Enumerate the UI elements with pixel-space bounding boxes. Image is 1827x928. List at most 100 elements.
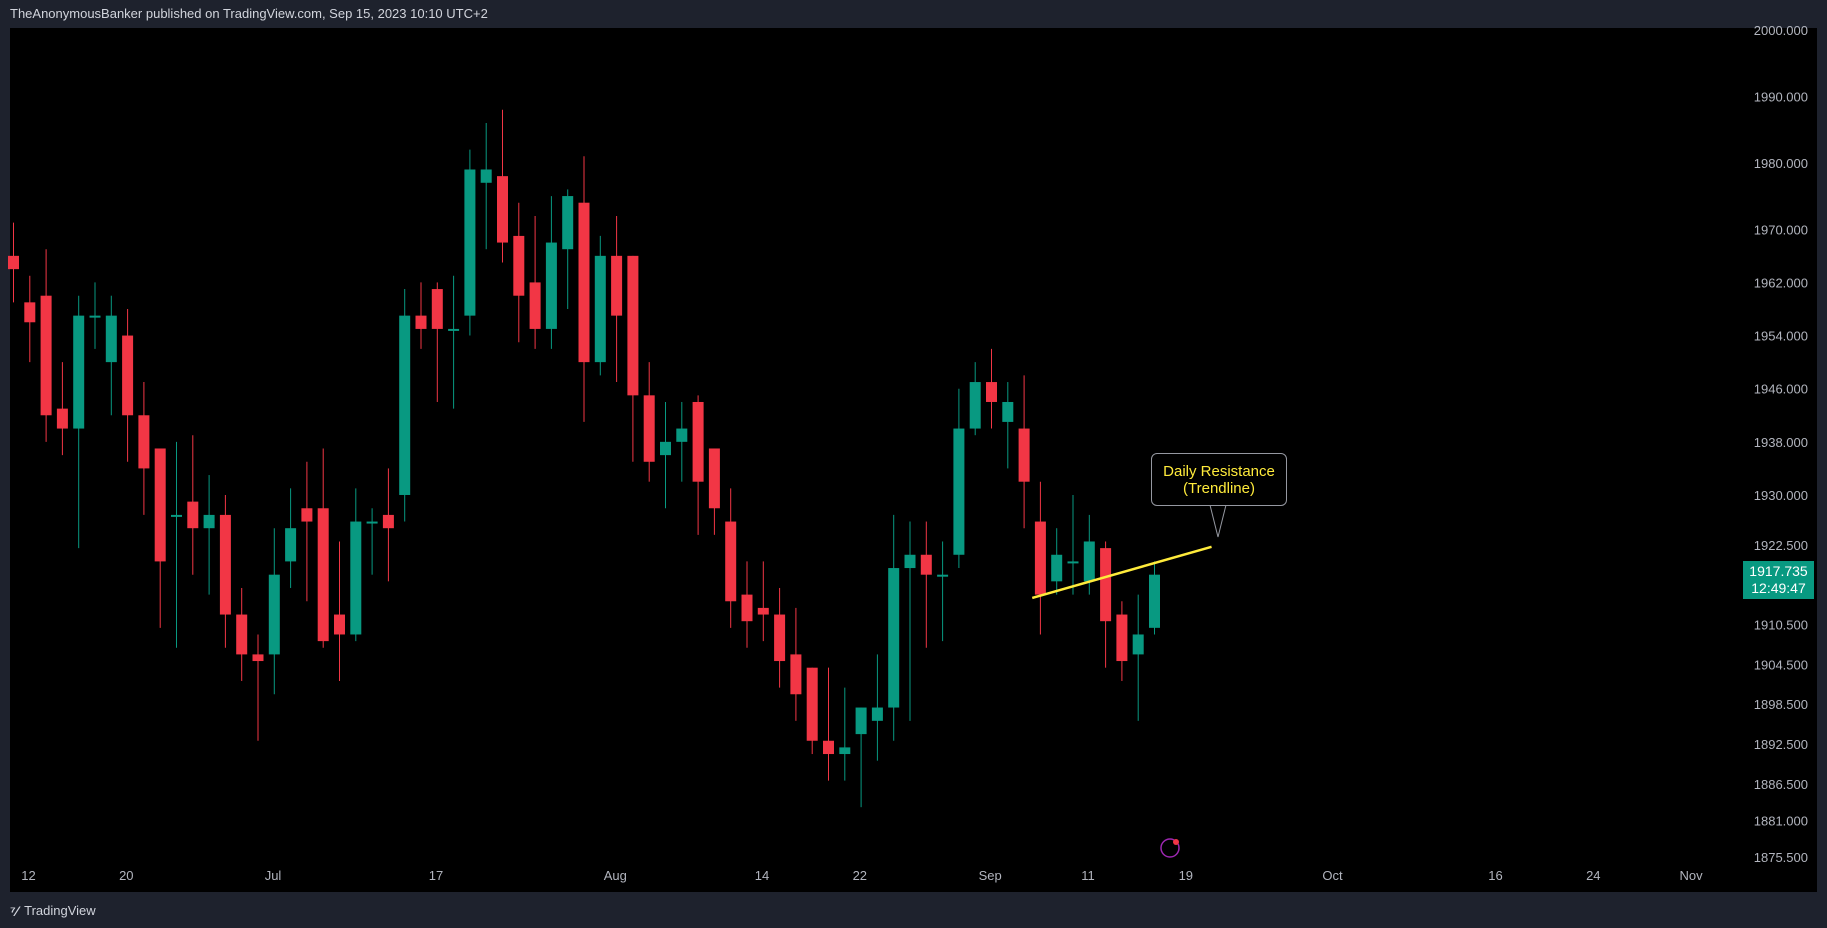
candle-body bbox=[513, 235, 525, 296]
candle-body bbox=[1149, 574, 1160, 628]
candle-body bbox=[594, 255, 606, 363]
candle-body bbox=[855, 707, 867, 735]
candle-body bbox=[382, 514, 394, 529]
candle-body bbox=[741, 594, 753, 622]
candle-body bbox=[122, 335, 134, 416]
publisher-header: TheAnonymousBanker published on TradingV… bbox=[0, 0, 1827, 28]
candle-body bbox=[24, 302, 36, 323]
y-tick-label: 1881.000 bbox=[1754, 813, 1808, 828]
candle-body bbox=[171, 514, 182, 517]
candle-body bbox=[725, 521, 737, 602]
footer-brand[interactable]: TradingView bbox=[24, 903, 96, 918]
candle-body bbox=[757, 607, 769, 615]
chart-frame[interactable] bbox=[10, 28, 1817, 892]
y-tick-label: 1898.500 bbox=[1754, 697, 1808, 712]
candle-body bbox=[871, 707, 883, 721]
candle-body bbox=[334, 614, 345, 635]
candle-body bbox=[366, 521, 378, 524]
notification-dot bbox=[1173, 839, 1179, 845]
tradingview-logo-icon[interactable]: ⁷⁄ bbox=[10, 902, 19, 919]
y-tick-label: 1910.500 bbox=[1754, 618, 1808, 633]
candle-body bbox=[1018, 428, 1030, 482]
candle-body bbox=[953, 428, 965, 555]
candle-body bbox=[937, 574, 949, 577]
y-tick-label: 1990.000 bbox=[1754, 89, 1808, 104]
candle-body bbox=[986, 382, 997, 402]
candle-body bbox=[105, 315, 117, 363]
candle-body bbox=[8, 255, 19, 270]
y-tick-label: 1938.000 bbox=[1754, 435, 1808, 450]
x-tick-label: Jul bbox=[265, 868, 282, 883]
last-price-value: 1917.735 bbox=[1749, 563, 1808, 579]
candle-body bbox=[823, 740, 834, 755]
y-tick-label: 1954.000 bbox=[1754, 329, 1808, 344]
y-tick-label: 1886.500 bbox=[1754, 777, 1808, 792]
candle-body bbox=[219, 514, 231, 615]
y-tick-label: 1922.500 bbox=[1754, 538, 1808, 553]
candle-body bbox=[203, 514, 215, 529]
footer-bar: ⁷⁄ TradingView bbox=[0, 893, 1827, 928]
candle-body bbox=[480, 169, 492, 183]
candle-body bbox=[1051, 554, 1063, 582]
candle-body bbox=[611, 255, 623, 316]
candle-body bbox=[529, 282, 541, 329]
candlestick-chart[interactable]: 2000.000 1990.000 1980.000 1970.000 1962.000… bbox=[0, 0, 1827, 893]
candle-body bbox=[285, 528, 297, 562]
x-tick-label: 16 bbox=[1488, 868, 1502, 883]
candle-body bbox=[708, 448, 720, 509]
candle-body bbox=[497, 176, 508, 243]
candle-body bbox=[56, 408, 68, 429]
candle-body bbox=[1002, 401, 1014, 422]
candle-body bbox=[40, 295, 52, 416]
candle-body bbox=[578, 202, 590, 363]
trendline-annotation[interactable]: Daily Resistance (Trendline) bbox=[1151, 453, 1287, 506]
candle-body bbox=[448, 328, 460, 331]
x-tick-label: 24 bbox=[1586, 868, 1600, 883]
candle-body bbox=[187, 501, 199, 529]
candle-body bbox=[415, 315, 427, 329]
x-tick-label: 17 bbox=[429, 868, 443, 883]
candle-body bbox=[464, 169, 476, 316]
candle-body bbox=[236, 614, 248, 655]
annotation-line-2: (Trendline) bbox=[1183, 480, 1255, 497]
y-tick-label: 1980.000 bbox=[1754, 156, 1808, 171]
candle-body bbox=[73, 315, 85, 429]
x-tick-label: 19 bbox=[1179, 868, 1193, 883]
x-tick-label: 11 bbox=[1081, 868, 1095, 883]
candle-body bbox=[301, 508, 313, 522]
candle-body bbox=[920, 554, 932, 575]
candle-body bbox=[1116, 614, 1128, 662]
candle-body bbox=[1067, 561, 1079, 564]
y-tick-label: 1892.500 bbox=[1754, 737, 1808, 752]
candle-body bbox=[904, 554, 916, 569]
candle-body bbox=[643, 395, 655, 462]
candle-body bbox=[89, 315, 101, 318]
x-tick-label: Aug bbox=[604, 868, 627, 883]
candle-body bbox=[1100, 548, 1112, 622]
y-tick-label: 1946.000 bbox=[1754, 382, 1808, 397]
bar-countdown: 12:49:47 bbox=[1751, 580, 1806, 596]
candle-body bbox=[268, 574, 280, 655]
candle-body bbox=[774, 614, 786, 662]
candle-body bbox=[317, 508, 329, 642]
candle-body bbox=[839, 747, 851, 755]
y-tick-label: 1904.500 bbox=[1754, 657, 1808, 672]
trendline bbox=[1031, 545, 1212, 600]
last-price-tag: 1917.735 12:49:47 bbox=[1743, 561, 1814, 599]
flash-icon bbox=[1160, 838, 1180, 858]
candle-body bbox=[545, 242, 557, 329]
y-tick-label: 1970.000 bbox=[1754, 222, 1808, 237]
candle-body bbox=[692, 401, 704, 482]
x-tick-label: Oct bbox=[1322, 868, 1343, 883]
candle-body bbox=[252, 654, 264, 662]
candle-body bbox=[888, 568, 900, 708]
candle-body bbox=[350, 521, 362, 635]
y-tick-label: 1930.000 bbox=[1754, 488, 1808, 503]
y-tick-label: 1875.500 bbox=[1754, 850, 1808, 865]
candle-body bbox=[627, 255, 639, 396]
candle-body bbox=[969, 382, 981, 429]
candle-body bbox=[154, 448, 166, 562]
x-tick-label: Sep bbox=[979, 868, 1002, 883]
candle-body bbox=[562, 196, 574, 250]
candle-body bbox=[1132, 634, 1144, 655]
